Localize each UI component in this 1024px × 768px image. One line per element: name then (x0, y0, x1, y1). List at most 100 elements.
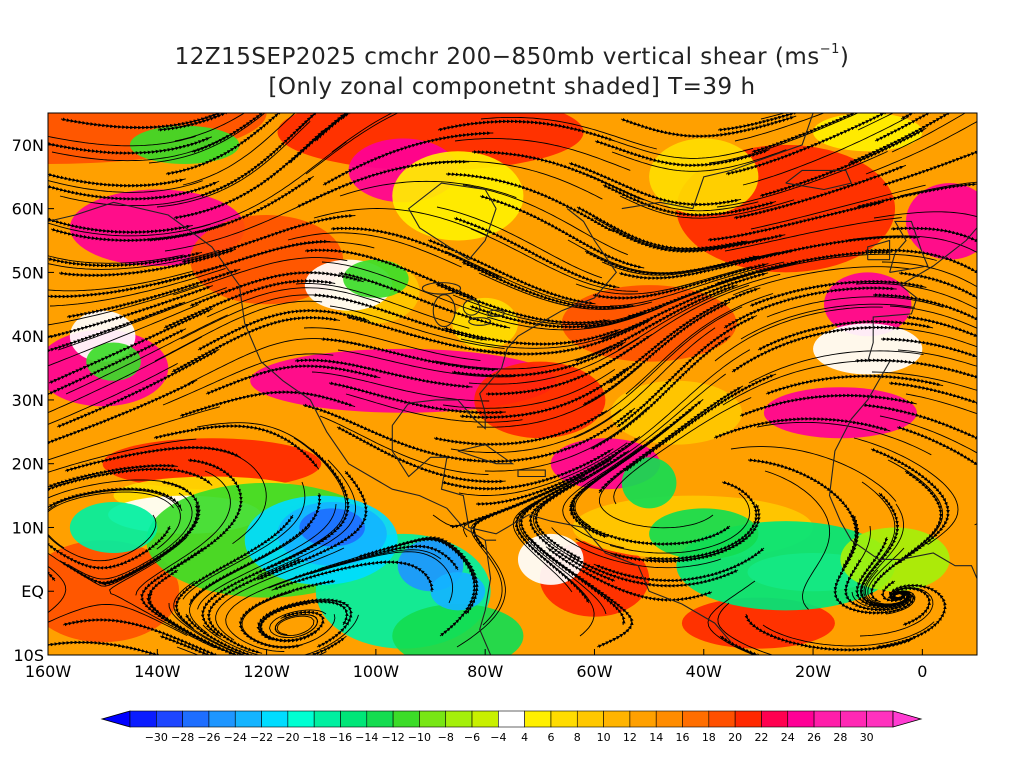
streamline (48, 479, 187, 499)
lat-label: 50N (12, 263, 44, 282)
coastline (238, 285, 497, 541)
chart-title: 12Z15SEP2025 cmchr 200−850mb vertical sh… (0, 42, 1024, 70)
colorbar-tick-label: 6 (547, 731, 554, 744)
coastline (48, 201, 240, 286)
streamline (898, 271, 977, 344)
streamline (383, 537, 477, 637)
colorbar-tick-label: −18 (303, 731, 326, 744)
streamline (905, 393, 977, 415)
streamline (48, 463, 178, 514)
lat-label: 20N (12, 455, 44, 474)
colorbar-tick-label: 12 (623, 731, 637, 744)
lon-label: 140W (134, 662, 181, 681)
longitude-axis: 160W 140W 120W 100W 80W 60W 40W 20W 0 (25, 649, 927, 681)
colorbar-boxes (100, 710, 923, 728)
streamline (205, 364, 381, 396)
coastline (828, 361, 977, 579)
streamline (897, 349, 977, 367)
colorbar-max-arrow (892, 710, 923, 728)
lake-outline (462, 299, 481, 316)
lon-label: 100W (353, 662, 400, 681)
colorbar-box (787, 710, 815, 728)
colorbar-box (471, 710, 499, 728)
colorbar-labels: −30 −28 −26 −24 −22 −20 −18 −16 −14 −12 −10 −8 −6 −4 4… (145, 731, 874, 744)
colorbar-tick-label: 8 (574, 731, 581, 744)
colorbar-box (340, 710, 368, 728)
colorbar-tick-label: −10 (408, 731, 431, 744)
coastline (407, 182, 497, 261)
colorbar-box (682, 710, 710, 728)
colorbar-box (550, 710, 578, 728)
streamline (256, 598, 353, 648)
colorbar-tick-label: 16 (676, 731, 690, 744)
streamline (764, 470, 831, 610)
colorbar-box (813, 710, 841, 728)
chart-subtitle: [Only zonal componetnt shaded] T=39 h (268, 74, 756, 100)
lake-outline (468, 317, 492, 326)
streamline (765, 374, 944, 396)
colorbar-box (734, 710, 762, 728)
coastline (867, 239, 891, 261)
colorbar-min-arrow (100, 710, 131, 728)
lon-label: 160W (25, 662, 72, 681)
colorbar-tick-label: −28 (171, 731, 194, 744)
streamline (873, 211, 977, 219)
colorbar-tick-label: −22 (250, 731, 273, 744)
colorbar-tick-label: −4 (490, 731, 506, 744)
streamline (906, 315, 977, 368)
colorbar-tick-label: 20 (728, 731, 742, 744)
colorbar-box (261, 710, 289, 728)
colorbar-box (313, 710, 341, 728)
colorbar-box (524, 710, 552, 728)
coastline (621, 113, 814, 210)
coastline (391, 208, 617, 430)
streamline (890, 226, 977, 297)
colorbar-tick-label: −26 (197, 731, 220, 744)
colorbar-box (655, 710, 683, 728)
colorbar-box (840, 710, 867, 728)
streamline (48, 491, 174, 549)
title-end: ) (839, 44, 850, 70)
colorbar-box (129, 710, 157, 728)
lat-label: 10N (12, 518, 44, 537)
title-main: 12Z15SEP2025 cmchr 200−850mb vertical sh… (174, 44, 820, 70)
colorbar-tick-label: 30 (860, 731, 874, 744)
streamline (719, 635, 891, 655)
colorbar-tick-label: 24 (781, 731, 795, 744)
streamline (707, 201, 884, 242)
coastlines (48, 113, 977, 655)
colorbar-box (603, 710, 631, 728)
map-field (48, 113, 977, 655)
colorbar-tick-label: 18 (702, 731, 716, 744)
lon-label: 0 (917, 662, 927, 681)
lon-label: 60W (576, 662, 612, 681)
colorbar-tick-label: −30 (145, 731, 168, 744)
coastline (867, 227, 977, 362)
colorbar-box (156, 710, 183, 728)
lon-label: 120W (243, 662, 290, 681)
colorbar-box (866, 710, 894, 728)
colorbar-box (366, 710, 394, 728)
colorbar-tick-label: 22 (754, 731, 768, 744)
map-frame (47, 112, 978, 656)
streamline (896, 425, 977, 526)
coastline (517, 469, 546, 478)
lat-label: 40N (12, 327, 44, 346)
streamline (528, 536, 634, 649)
colorbar-box (419, 710, 447, 728)
colorbar-box (629, 710, 657, 728)
lat-label: 30N (12, 391, 44, 410)
streamline (717, 602, 774, 655)
lake-outline (432, 294, 456, 328)
lon-label: 40W (686, 662, 722, 681)
colorbar-box (576, 710, 604, 728)
streamline (48, 640, 210, 655)
coastline (889, 220, 929, 273)
colorbar-tick-label: 28 (833, 731, 847, 744)
lat-label: 10S (13, 646, 44, 665)
colorbar-tick-label: −14 (355, 731, 378, 744)
coastline (785, 169, 853, 191)
colorbar-box (234, 710, 262, 728)
